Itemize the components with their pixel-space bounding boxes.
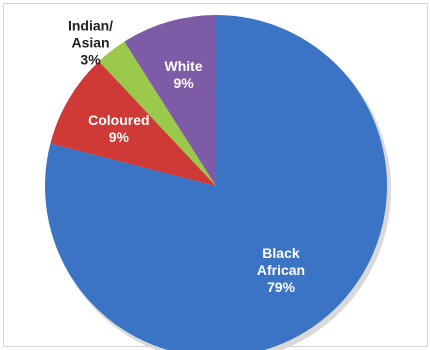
slice-label-line: Asian: [71, 34, 109, 50]
slice-label-line: 79%: [267, 279, 296, 295]
slice-label-line: 9%: [173, 75, 194, 91]
slice-label-white: White 9%: [165, 58, 203, 91]
slice-label-line: 3%: [80, 51, 101, 67]
slice-label-line: 9%: [109, 129, 130, 145]
slice-label-line: Coloured: [88, 112, 149, 128]
slice-label-indian-asian: Indian/Asian 3%: [68, 17, 113, 67]
pie-slice-coloured: [50, 61, 216, 187]
pie-slice-indian-asian: [98, 41, 216, 186]
pie-slice-white: [124, 15, 216, 186]
slice-label-line: Black: [262, 245, 300, 261]
slice-label-line: White: [165, 58, 203, 74]
slice-label-black-african: Black African 79%: [257, 245, 305, 295]
pie-slice-black-african: [45, 15, 387, 350]
slice-label-coloured: Coloured 9%: [88, 112, 149, 145]
slice-label-line: African: [257, 262, 305, 278]
slice-label-line: Indian/: [68, 17, 113, 33]
pie-slices: [45, 15, 387, 350]
pie-labels: Black African 79%Coloured 9%Indian/Asian 3% W…: [68, 17, 305, 294]
